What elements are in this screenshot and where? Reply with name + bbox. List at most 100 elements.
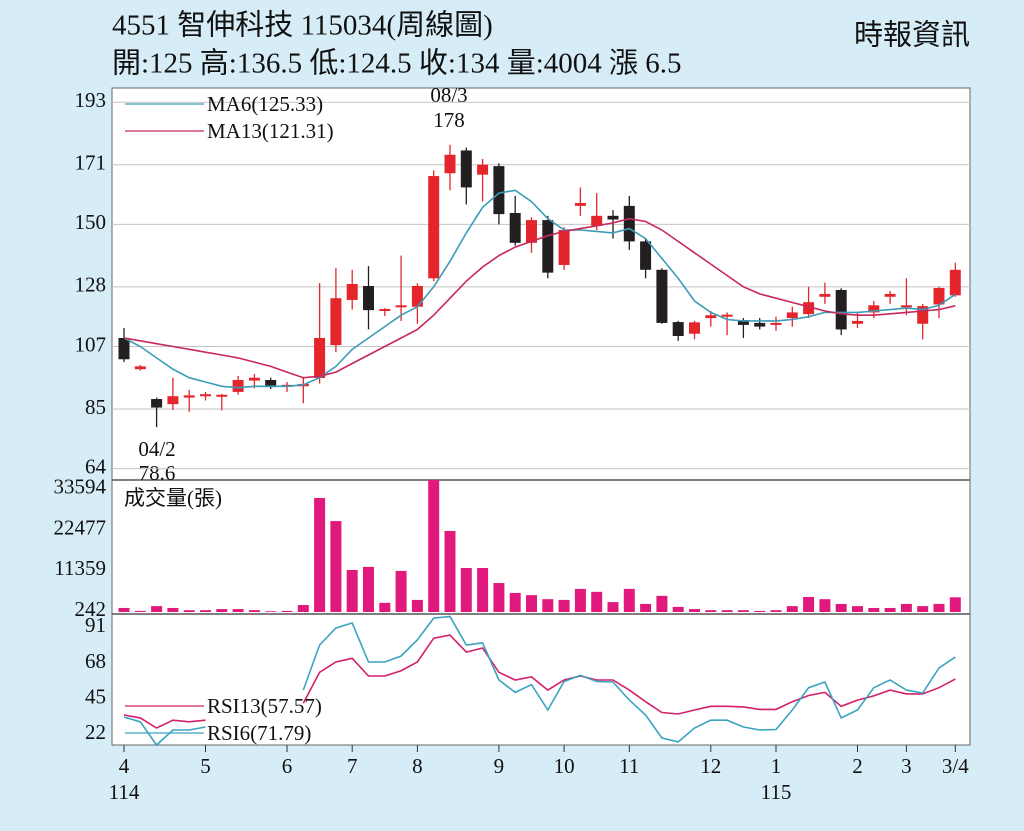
- bar: [656, 595, 668, 612]
- candle-body: [232, 380, 244, 392]
- candle-body: [640, 241, 652, 270]
- candle-body: [884, 293, 896, 297]
- bar: [640, 603, 652, 612]
- candle-body: [949, 269, 961, 296]
- y-tick-label: 45: [85, 684, 106, 708]
- bar: [917, 606, 929, 612]
- bar: [314, 497, 326, 612]
- x-year-label: 114: [109, 780, 140, 804]
- candle-body: [721, 314, 733, 317]
- candle-body: [493, 166, 505, 215]
- x-tick-label: 5: [200, 754, 211, 778]
- annotation-value: 78.6: [139, 461, 176, 485]
- bar: [151, 606, 163, 612]
- source: 時報資訊: [854, 19, 970, 52]
- candle-body: [574, 203, 586, 206]
- bar: [770, 610, 782, 612]
- bar: [330, 521, 342, 612]
- candle-body: [917, 306, 929, 324]
- bar: [721, 610, 733, 612]
- y-tick-label: 33594: [54, 475, 107, 499]
- candle-body: [900, 305, 912, 308]
- bar: [411, 599, 423, 612]
- legend-label: RSI13(57.57): [207, 694, 322, 718]
- candle-body: [134, 366, 146, 370]
- candle-body: [118, 337, 130, 360]
- x-tick-label: 11: [619, 754, 639, 778]
- bar: [949, 597, 961, 612]
- y-tick-label: 22477: [54, 515, 107, 539]
- candle-body: [444, 154, 456, 174]
- bar: [884, 607, 896, 612]
- bar: [574, 588, 586, 612]
- candle-body: [460, 150, 472, 188]
- candle-body: [672, 322, 684, 336]
- candle-body: [558, 230, 570, 265]
- bar: [183, 610, 195, 612]
- annotation-date: 08/3: [430, 83, 467, 107]
- y-tick-label: 242: [75, 597, 107, 621]
- candle-body: [265, 380, 277, 388]
- x-tick-label: 6: [282, 754, 293, 778]
- candle-body: [623, 205, 635, 242]
- x-tick-label: 4: [119, 754, 130, 778]
- bar: [509, 592, 521, 612]
- candle-body: [803, 302, 815, 315]
- candle-body: [705, 315, 717, 319]
- bar: [689, 609, 700, 612]
- y-tick-label: 128: [75, 273, 107, 297]
- candle-body: [363, 285, 374, 311]
- bar: [803, 596, 815, 612]
- line-series: [123, 189, 956, 389]
- x-year-label: 115: [761, 780, 792, 804]
- x-tick-label: 3: [901, 754, 912, 778]
- candle-body: [216, 394, 228, 397]
- y-tick-label: 150: [75, 210, 107, 234]
- bar: [363, 566, 374, 612]
- y-tick-label: 22: [85, 720, 106, 744]
- legend-label: 成交量(張): [124, 486, 222, 510]
- bar: [705, 610, 717, 612]
- candle-body: [395, 305, 407, 308]
- line-series: [123, 217, 956, 379]
- bar: [607, 602, 619, 612]
- bar: [216, 609, 228, 612]
- y-tick-label: 193: [75, 88, 107, 112]
- x-tick-label: 8: [412, 754, 423, 778]
- candle-body: [770, 322, 782, 325]
- annotation-date: 04/2: [138, 437, 175, 461]
- x-tick-label: 2: [852, 754, 863, 778]
- candle-body: [167, 396, 179, 405]
- candle-body: [754, 322, 766, 327]
- candle-body: [835, 289, 847, 330]
- candle-body: [151, 399, 163, 408]
- x-tick-label: 3/4: [942, 754, 969, 778]
- bar: [819, 599, 831, 612]
- x-tick-label: 12: [700, 754, 721, 778]
- candle-body: [526, 220, 537, 243]
- legend-label: RSI6(71.79): [207, 721, 311, 745]
- bar: [852, 606, 863, 612]
- annotation-value: 178: [433, 108, 465, 132]
- bar: [542, 599, 554, 612]
- candle-body: [689, 322, 700, 334]
- x-tick-label: 1: [771, 754, 782, 778]
- candle-body: [379, 308, 391, 311]
- bar: [248, 610, 260, 612]
- bar: [933, 603, 945, 612]
- bar: [477, 568, 489, 612]
- candle-body: [933, 287, 945, 305]
- candle-body: [428, 176, 440, 279]
- chart-title: 4551 智伸科技 115034(周線圖): [112, 9, 493, 42]
- bar: [526, 595, 537, 612]
- bar: [134, 610, 146, 612]
- bar: [297, 605, 309, 612]
- bar: [835, 603, 847, 612]
- x-tick-label: 10: [554, 754, 575, 778]
- bar: [558, 599, 570, 612]
- x-tick-label: 7: [347, 754, 358, 778]
- candle-body: [737, 320, 749, 325]
- bar: [672, 606, 684, 612]
- candle-body: [200, 394, 211, 397]
